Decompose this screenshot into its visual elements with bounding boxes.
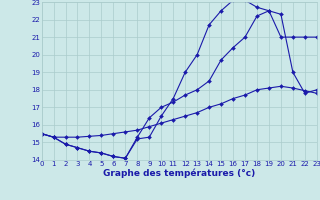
X-axis label: Graphe des températures (°c): Graphe des températures (°c): [103, 169, 255, 178]
